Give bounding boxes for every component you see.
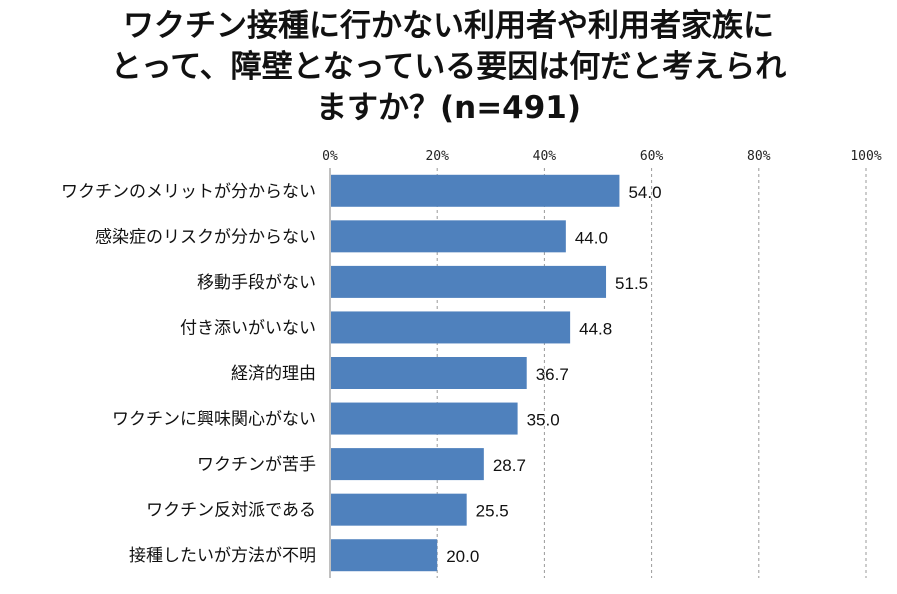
bar xyxy=(331,357,527,389)
category-label: ワクチンが苦手 xyxy=(197,455,316,475)
category-label: 感染症のリスクが分からない xyxy=(95,227,316,247)
data-label: 25.5 xyxy=(476,502,509,521)
category-label: 経済的理由 xyxy=(231,364,316,384)
chart-title-line-3: ますか？(n=491) xyxy=(315,90,582,126)
x-tick-label: 100% xyxy=(850,149,881,164)
data-label: 44.8 xyxy=(579,319,612,338)
data-label: 51.5 xyxy=(615,274,648,293)
bar xyxy=(331,220,566,253)
x-tick-label: 80% xyxy=(747,149,771,164)
bar xyxy=(331,493,467,526)
x-tick-label: 0% xyxy=(322,149,338,164)
x-tick-label: 20% xyxy=(425,149,449,164)
category-label: ワクチン反対派である xyxy=(146,501,316,521)
labels: ワクチンのメリットが分からない 54.0 感染症のリスクが分からない 44.0 移動手段… xyxy=(61,182,662,566)
data-label: 35.0 xyxy=(527,411,560,430)
data-label: 44.0 xyxy=(575,228,608,247)
data-label: 28.7 xyxy=(493,456,526,475)
category-label: ワクチンのメリットが分からない xyxy=(61,182,316,202)
chart-title-line-2: とって、障壁となっている要因は何だと考えられ xyxy=(110,49,787,85)
bar xyxy=(331,402,518,435)
chart-title: ワクチン接種に行かない利用者や利用者家族に とって、障壁となっている要因は何だと… xyxy=(0,6,897,129)
axis: 0% 20% 40% 60% 80% 100% xyxy=(322,149,882,578)
data-label: 36.7 xyxy=(536,365,569,384)
data-label: 20.0 xyxy=(446,547,479,566)
category-label: 付き添いがいない xyxy=(180,318,316,338)
bar xyxy=(331,539,438,572)
category-label: 接種したいが方法が不明 xyxy=(129,546,316,566)
bars xyxy=(331,174,620,572)
x-tick-label: 40% xyxy=(533,149,557,164)
category-label: 移動手段がない xyxy=(197,273,316,293)
bar xyxy=(331,448,484,481)
bar xyxy=(331,265,607,298)
category-label: ワクチンに興味関心がない xyxy=(112,410,316,430)
bar xyxy=(331,174,620,207)
bar xyxy=(331,311,571,344)
data-label: 54.0 xyxy=(628,183,661,202)
chart-title-line-1: ワクチン接種に行かない利用者や利用者家族に xyxy=(123,8,774,44)
x-tick-label: 60% xyxy=(640,149,664,164)
